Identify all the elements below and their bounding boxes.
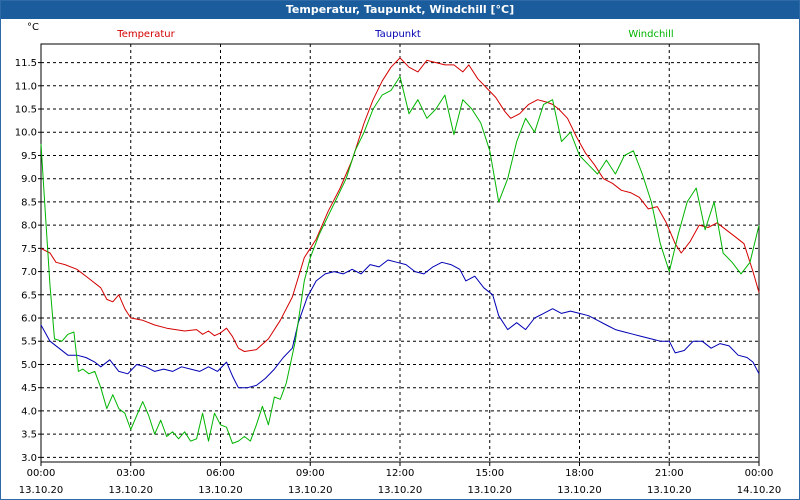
y-tick-label: 7.5 [21, 244, 37, 255]
x-tick-time: 18:00 [565, 468, 594, 479]
y-tick-label: 6.5 [21, 290, 37, 301]
y-tick-label: 4.0 [21, 406, 37, 417]
chart-svg: 3.0 3.5 4.0 4.5 5.0 5.5 6.0 6.5 7.0 7.5 8.0 8.5 9.0 9… [15, 22, 782, 496]
series-line-taupunkt [40, 259, 760, 389]
y-axis-label: °C [27, 22, 39, 33]
series-line-temperatur [40, 57, 760, 352]
x-tick-time: 00:00 [27, 468, 56, 479]
x-tick-date: 13.10.20 [198, 485, 243, 496]
x-tick-time: 15:00 [475, 468, 504, 479]
y-tick-label: 11.0 [15, 81, 37, 92]
grid-layer [40, 43, 760, 463]
x-tick-time: 00:00 [745, 468, 774, 479]
legend-layer: Temperatur Taupunkt Windchill [116, 29, 673, 40]
series-layer [40, 57, 760, 444]
legend-temperatur: Temperatur [116, 29, 175, 40]
x-tick-date: 13.10.20 [108, 485, 153, 496]
legend-windchill: Windchill [628, 29, 673, 40]
x-tick-time: 06:00 [206, 468, 235, 479]
y-tick-label: 8.0 [21, 221, 37, 232]
x-tick-date: 13.10.20 [557, 485, 602, 496]
y-tick-label: 9.5 [21, 151, 37, 162]
x-tick-date: 13.10.20 [19, 485, 64, 496]
x-tick-time: 21:00 [655, 468, 684, 479]
y-tick-label: 5.0 [21, 360, 37, 371]
series-line-windchill [40, 76, 760, 444]
x-tick-time: 12:00 [386, 468, 415, 479]
y-tick-label: 8.5 [21, 197, 37, 208]
y-tick-label: 10.0 [15, 128, 37, 139]
y-tick-label: 4.5 [21, 383, 37, 394]
x-tick-date: 13.10.20 [288, 485, 333, 496]
y-tick-label: 7.0 [21, 267, 37, 278]
legend-taupunkt: Taupunkt [374, 29, 421, 40]
y-tick-label: 11.5 [15, 58, 37, 69]
y-tick-label: 9.0 [21, 174, 37, 185]
y-tick-label: 5.5 [21, 337, 37, 348]
y-tick-label: 6.0 [21, 314, 37, 325]
x-tick-time: 09:00 [296, 468, 325, 479]
axis-layer: 3.0 3.5 4.0 4.5 5.0 5.5 6.0 6.5 7.0 7.5 8.0 8.5 9.0 9… [15, 22, 782, 496]
x-tick-date: 13.10.20 [647, 485, 692, 496]
x-tick-date: 13.10.20 [378, 485, 423, 496]
y-tick-label: 10.5 [15, 105, 37, 116]
window-title: Temperatur, Taupunkt, Windchill [°C] [1, 1, 799, 19]
x-tick-date: 13.10.20 [467, 485, 512, 496]
x-tick-date: 14.10.20 [737, 485, 782, 496]
y-tick-label: 3.5 [21, 430, 37, 441]
x-tick-time: 03:00 [116, 468, 145, 479]
y-tick-label: 3.0 [21, 453, 37, 464]
